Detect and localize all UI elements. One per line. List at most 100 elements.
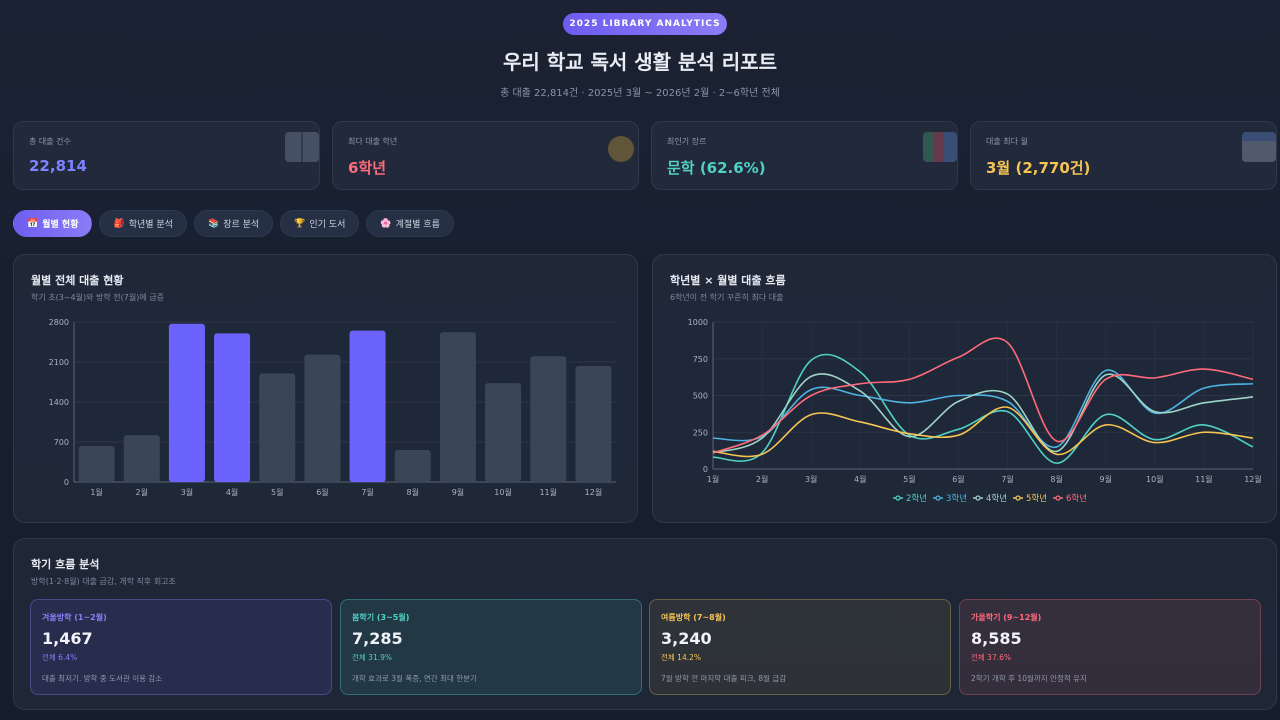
tab-grade[interactable]: 🎒 학년별 분석 xyxy=(99,210,187,237)
grade-line-chart: 0 250 500 750 1000 1월 2월 3월 4월 5월 6월 7월 8월 9월 10월 11월 12… xyxy=(688,318,1262,504)
tab-genre[interactable]: 📚 장르 분석 xyxy=(193,210,274,237)
medal-icon xyxy=(608,136,634,162)
season-value: 3,240 xyxy=(661,629,712,648)
backpack-icon: 🎒 xyxy=(113,218,125,229)
panel-subtitle: 방학(1·2·8월) 대출 급감, 개학 직후 회고조 xyxy=(31,577,176,586)
x-tick-label: 12월 xyxy=(585,487,603,497)
kpi-value: 문학 (62.6%) xyxy=(667,159,766,177)
season-description: 개학 효과로 3월 폭증, 연간 최대 한분기 xyxy=(352,674,477,683)
bar-6 xyxy=(304,354,341,482)
season-label: 여름방학 (7~8월) xyxy=(661,613,726,622)
x-tick-label: 10월 xyxy=(494,487,512,497)
x-tick-label: 2월 xyxy=(756,474,768,484)
bar-3 xyxy=(168,323,205,482)
panel-title: 월별 전체 대출 현황 xyxy=(31,274,124,287)
panel-title: 학년별 × 월별 대출 흐름 xyxy=(670,274,786,287)
y-tick-label: 1000 xyxy=(688,318,708,327)
bar-9 xyxy=(439,332,476,482)
calendar-icon xyxy=(1242,132,1276,162)
x-tick-label: 3월 xyxy=(181,487,193,497)
season-label: 겨울방학 (1~2월) xyxy=(42,613,107,622)
season-value: 7,285 xyxy=(352,629,403,648)
y-tick-label: 700 xyxy=(54,438,69,447)
series-line-3 xyxy=(712,373,1254,454)
season-description: 2학기 개학 후 10월까지 안정적 유지 xyxy=(971,674,1087,683)
season-description: 7월 방학 전 마지막 대출 피크, 8월 급감 xyxy=(661,674,787,683)
tab-monthly[interactable]: 📅 월별 현황 xyxy=(13,210,93,237)
legend-label: 4학년 xyxy=(986,493,1007,504)
season-card-spring: 봄학기 (3~5월) 7,285 전체 31.9% 개학 효과로 3월 폭증, … xyxy=(340,599,642,695)
kpi-label: 총 대출 건수 xyxy=(29,137,71,146)
tab-popular[interactable]: 🏆 인기 도서 xyxy=(280,210,360,237)
kpi-value: 22,814 xyxy=(29,157,87,175)
book-icon xyxy=(285,132,319,162)
x-tick-label: 3월 xyxy=(805,474,817,484)
legend-marker xyxy=(975,495,981,501)
x-tick-label: 9월 xyxy=(1100,474,1112,484)
flower-icon: 🌸 xyxy=(380,218,392,229)
y-tick-label: 0 xyxy=(703,465,708,474)
season-percent: 전체 14.2% xyxy=(661,653,702,662)
view-tabs: 📅 월별 현황 🎒 학년별 분석 📚 장르 분석 🏆 인기 도서 🌸 계절별 흐름 xyxy=(13,210,454,237)
calendar-icon: 📅 xyxy=(27,218,39,229)
season-label: 봄학기 (3~5월) xyxy=(352,613,410,622)
x-tick-label: 9월 xyxy=(452,487,464,497)
season-description: 대출 최저기. 방학 중 도서관 이용 감소 xyxy=(42,674,163,683)
tab-label: 장르 분석 xyxy=(223,220,260,230)
page-subtitle: 총 대출 22,814건 · 2025년 3월 ~ 2026년 2월 · 2~6… xyxy=(500,88,780,99)
season-card-summer: 여름방학 (7~8월) 3,240 전체 14.2% 7월 방학 전 마지막 대… xyxy=(649,599,951,695)
season-percent: 전체 31.9% xyxy=(352,653,393,662)
legend-label: 2학년 xyxy=(906,493,927,504)
x-tick-label: 10월 xyxy=(1146,474,1164,484)
kpi-label: 최다 대출 학년 xyxy=(348,137,398,146)
x-tick-label: 6월 xyxy=(952,474,964,484)
legend-marker xyxy=(1055,495,1061,501)
bar-12 xyxy=(575,366,612,482)
season-value: 8,585 xyxy=(971,629,1022,648)
kpi-card-top-grade: 최다 대출 학년 6학년 xyxy=(332,121,639,190)
bar-4 xyxy=(214,333,251,482)
bar-10 xyxy=(485,383,522,482)
grade-chart-panel: 학년별 × 월별 대출 흐름 6학년이 전 학기 꾸준히 최다 대출 0 250 5… xyxy=(652,254,1277,523)
series-line-5 xyxy=(712,337,1254,454)
series-line-2 xyxy=(712,369,1254,448)
kpi-value: 6학년 xyxy=(348,159,387,177)
x-tick-label: 2월 xyxy=(136,487,148,497)
season-card-autumn: 가을학기 (9~12월) 8,585 전체 37.6% 2학기 개학 후 10월… xyxy=(959,599,1261,695)
x-tick-label: 5월 xyxy=(271,487,283,497)
series-line-4 xyxy=(712,406,1254,458)
kpi-card-top-month: 대출 최다 월 3월 (2,770건) xyxy=(970,121,1277,190)
tab-season[interactable]: 🌸 계절별 흐름 xyxy=(366,210,454,237)
panel-subtitle: 6학년이 전 학기 꾸준히 최다 대출 xyxy=(670,293,784,302)
monthly-bar-chart: 0 700 1400 2100 2800 1월 2월 3월 4월 5월 6월 7월 8월 9월 10월 11월… xyxy=(49,318,616,497)
y-tick-label: 500 xyxy=(693,392,708,401)
season-label: 가을학기 (9~12월) xyxy=(971,613,1042,622)
kpi-card-total-loans: 총 대출 건수 22,814 xyxy=(13,121,320,190)
bar-2 xyxy=(123,435,160,482)
series-line-1 xyxy=(712,353,1254,464)
tab-label: 계절별 흐름 xyxy=(395,220,440,230)
y-tick-label: 1400 xyxy=(49,398,69,407)
tab-label: 월별 현황 xyxy=(42,220,79,230)
x-tick-label: 1월 xyxy=(707,474,719,484)
y-tick-label: 2800 xyxy=(49,318,69,327)
bar-11 xyxy=(530,356,567,482)
y-tick-label: 250 xyxy=(693,428,708,437)
monthly-chart-panel: 월별 전체 대출 현황 학기 초(3~4월)와 방학 전(7월)에 급증 0 70… xyxy=(13,254,638,523)
x-tick-label: 4월 xyxy=(226,487,238,497)
bar-5 xyxy=(259,373,296,482)
y-tick-label: 750 xyxy=(693,355,708,364)
panel-subtitle: 학기 초(3~4월)와 방학 전(7월)에 급증 xyxy=(31,293,164,302)
x-tick-label: 11월 xyxy=(1195,474,1213,484)
season-percent: 전체 37.6% xyxy=(971,653,1012,662)
x-tick-label: 1월 xyxy=(90,487,102,497)
legend-marker xyxy=(935,495,941,501)
bar-7 xyxy=(349,330,386,482)
books-icon xyxy=(923,132,957,162)
legend-label: 3학년 xyxy=(946,493,967,504)
trophy-icon: 🏆 xyxy=(294,218,306,229)
legend-label: 5학년 xyxy=(1026,493,1047,504)
y-tick-label: 0 xyxy=(64,478,69,487)
x-tick-label: 12월 xyxy=(1244,474,1262,484)
x-tick-label: 8월 xyxy=(407,487,419,497)
